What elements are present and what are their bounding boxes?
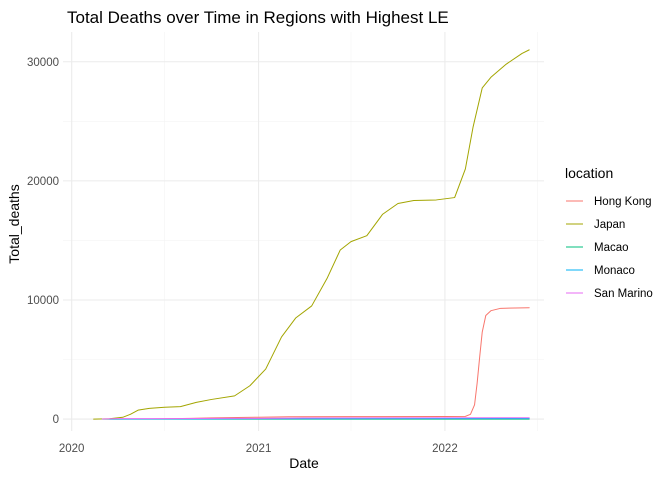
x-tick-label: 2021 <box>246 443 272 455</box>
x-tick-label: 2022 <box>432 443 458 455</box>
y-tick-label: 0 <box>53 414 59 426</box>
legend-label-san-marino: San Marino <box>594 288 653 300</box>
legend-label-monaco: Monaco <box>594 265 635 277</box>
chart-title: Total Deaths over Time in Regions with H… <box>67 8 449 27</box>
y-tick-label: 30000 <box>27 57 59 69</box>
series-line-san-marino <box>101 417 530 420</box>
legend-title: location <box>565 165 613 181</box>
series-line-japan <box>93 49 530 420</box>
legend-label-japan: Japan <box>594 219 625 231</box>
y-axis-title: Total_deaths <box>6 184 22 263</box>
legend: location Hong Kong Japan Macao Monaco San Ma… <box>565 165 653 300</box>
x-axis-title: Date <box>289 455 319 471</box>
y-tick-label: 20000 <box>27 176 59 188</box>
legend-label-macao: Macao <box>594 242 629 254</box>
y-axis: 0 10000 20000 30000 <box>27 57 59 426</box>
series-layer <box>93 49 530 420</box>
x-tick-label: 2020 <box>59 443 85 455</box>
legend-label-hong-kong: Hong Kong <box>594 196 652 208</box>
y-tick-label: 10000 <box>27 295 59 307</box>
grid <box>63 32 544 431</box>
series-line-hong-kong <box>101 307 530 420</box>
x-axis: 2020 2021 2022 <box>59 443 458 455</box>
